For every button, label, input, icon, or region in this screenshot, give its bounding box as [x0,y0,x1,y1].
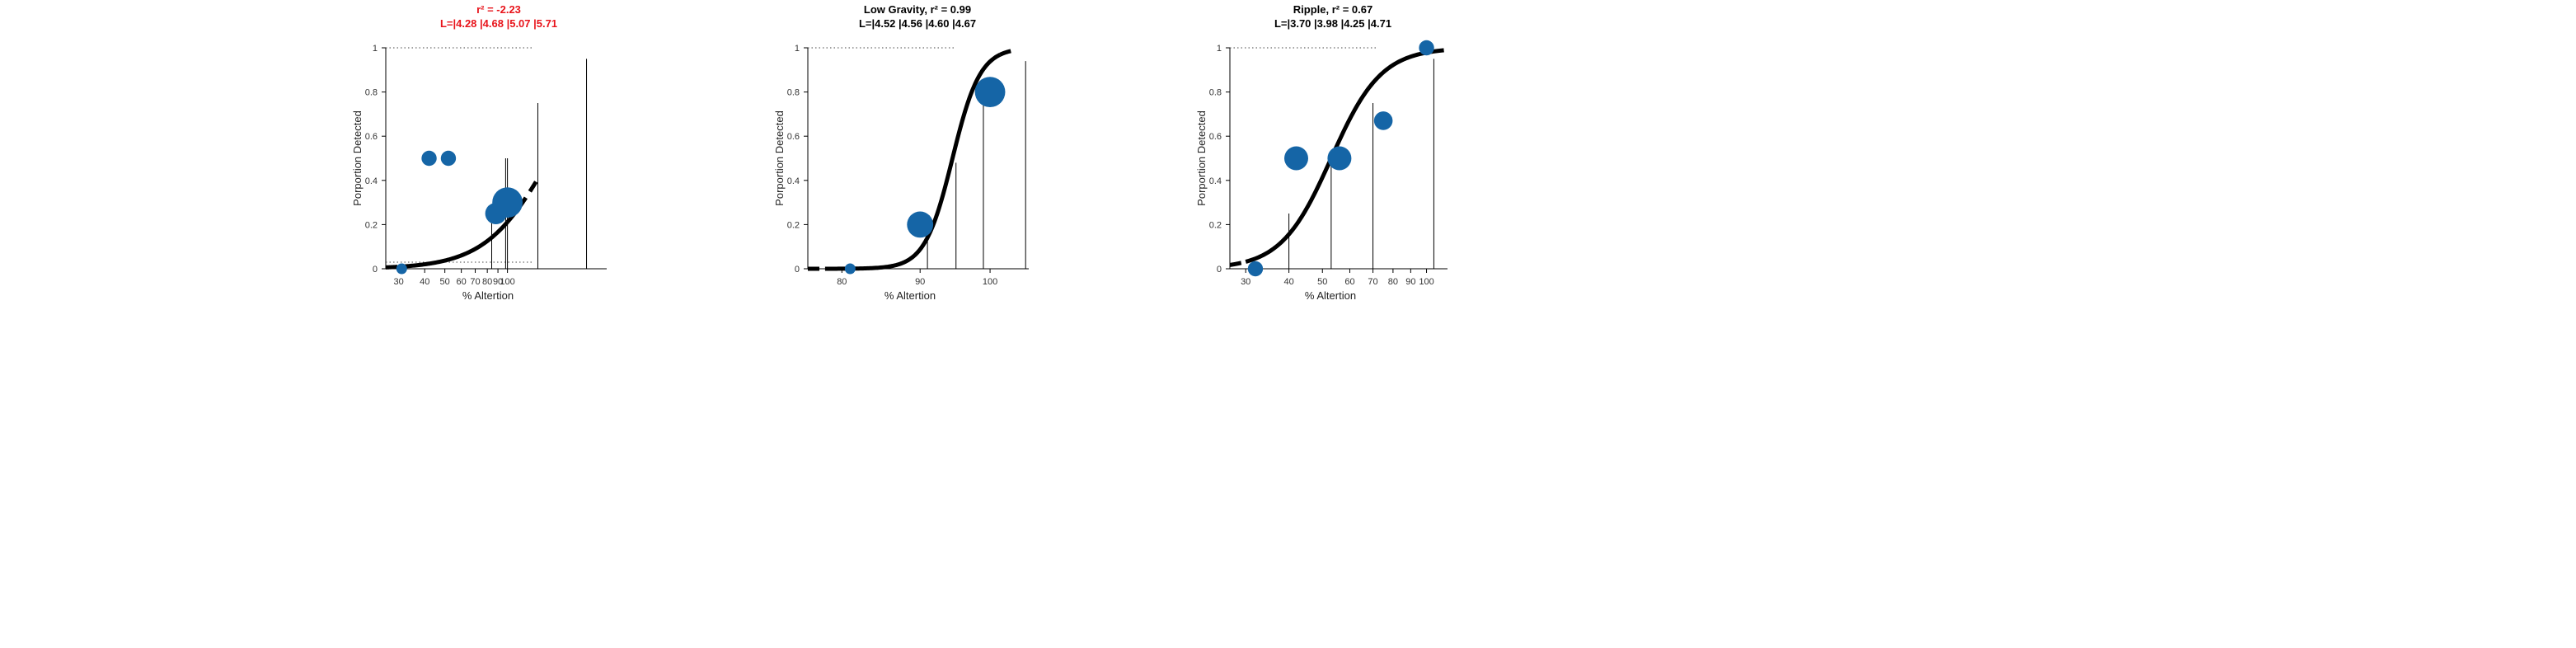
y-tick-label: 0 [795,265,800,275]
x-tick-label: 90 [915,277,925,287]
x-tick-label: 100 [983,277,997,287]
data-point [1248,261,1263,276]
x-tick-label: 40 [420,277,429,287]
x-axis-label: % Altertion [462,289,514,302]
fit-curve-extrapolated [1433,50,1448,52]
x-tick-label: 90 [1405,277,1415,287]
y-tick-label: 0.8 [1209,88,1222,98]
y-tick-label: 0.4 [365,176,378,186]
y-tick-label: 0.2 [1209,220,1222,230]
y-tick-label: 0.4 [787,176,800,186]
chart-panel-2: Low Gravity, r² = 0.99L=|4.52 |4.56 |4.6… [773,3,1029,302]
data-point [975,77,1006,107]
y-tick-label: 0.2 [365,220,378,230]
fit-curve [825,54,1000,269]
x-tick-label: 100 [500,277,514,287]
y-tick-label: 0.2 [787,220,800,230]
x-tick-label: 40 [1283,277,1293,287]
chart-subtitle: L=|3.70 |3.98 |4.25 |4.71 [1274,17,1391,30]
y-axis-label: Porportion Detected [351,110,364,206]
fit-curve [399,222,508,266]
data-point [907,212,933,238]
x-tick-label: 60 [1344,277,1354,287]
y-tick-label: 0.8 [365,88,378,98]
x-tick-label: 80 [837,277,847,287]
data-point [421,151,436,166]
y-tick-label: 0 [1217,265,1222,275]
chart-title: Ripple, r² = 0.67 [1293,3,1372,16]
data-point [396,264,407,275]
x-tick-label: 50 [1317,277,1327,287]
x-axis-label: % Altertion [884,289,936,302]
x-tick-label: 100 [1419,277,1433,287]
chart-subtitle: L=|4.28 |4.68 |5.07 |5.71 [440,17,557,30]
y-tick-label: 0.4 [1209,176,1222,186]
y-axis-label: Porportion Detected [1195,110,1208,206]
chart-panel-1: r² = -2.23L=|4.28 |4.68 |5.07 |5.71 0 0.2 0… [351,3,607,302]
y-tick-label: 1 [1217,44,1222,54]
y-tick-label: 0 [373,265,378,275]
data-point [845,264,856,275]
data-point [1327,147,1351,171]
chart-subtitle: L=|4.52 |4.56 |4.60 |4.67 [859,17,976,30]
y-tick-label: 0.8 [787,88,800,98]
data-point [1374,111,1393,130]
x-tick-label: 50 [440,277,450,287]
data-point [1419,40,1433,55]
x-tick-label: 80 [1388,277,1398,287]
fit-curve-extrapolated [1230,261,1246,265]
data-point [492,187,523,218]
x-tick-label: 80 [482,277,492,287]
chart-panel-3: Ripple, r² = 0.67L=|3.70 |3.98 |4.25 |4.… [1195,3,1448,302]
x-tick-label: 70 [1368,277,1377,287]
x-tick-label: 30 [1241,277,1250,287]
y-axis-label: Porportion Detected [773,110,786,206]
data-point [441,151,456,166]
y-tick-label: 0.6 [1209,132,1222,142]
x-tick-label: 70 [470,277,480,287]
x-axis-label: % Altertion [1305,289,1356,302]
y-tick-label: 0.6 [787,132,800,142]
chart-title: Low Gravity, r² = 0.99 [864,3,971,16]
y-tick-label: 1 [795,44,800,54]
y-tick-label: 0.6 [365,132,378,142]
x-tick-label: 30 [394,277,404,287]
fit-curve-extrapolated [1000,50,1016,55]
data-point [1284,147,1308,171]
x-tick-label: 60 [457,277,467,287]
y-tick-label: 1 [373,44,378,54]
chart-title: r² = -2.23 [476,3,521,16]
